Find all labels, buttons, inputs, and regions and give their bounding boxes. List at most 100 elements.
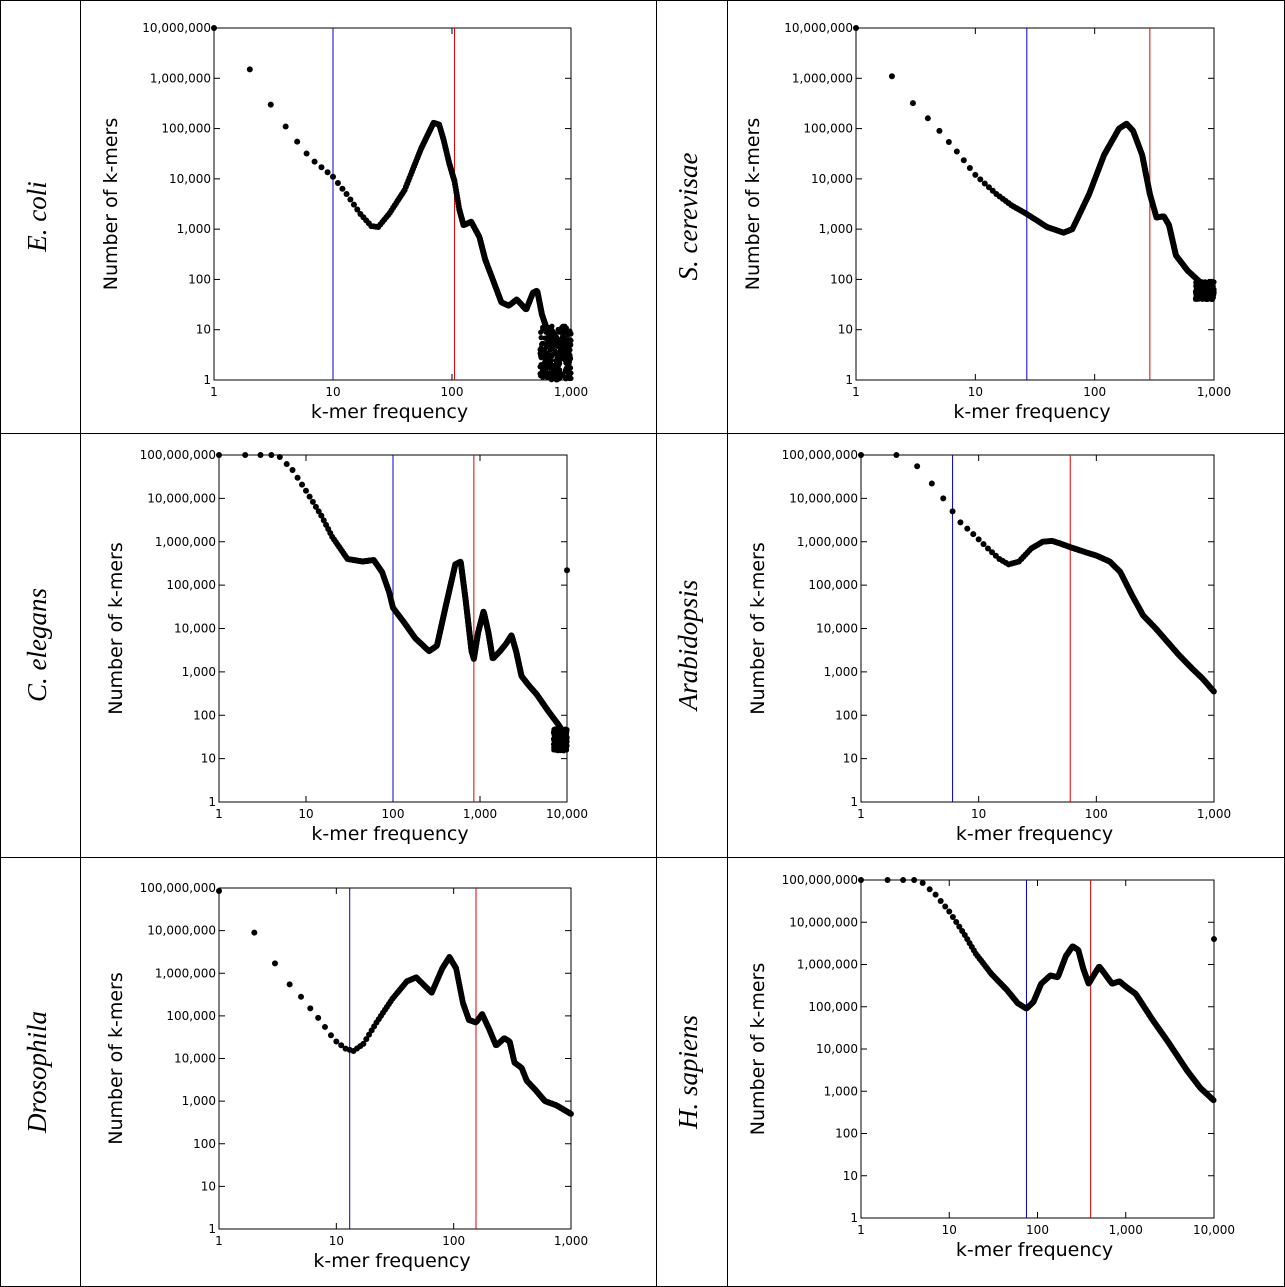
y-tick-label: 100,000,000 xyxy=(140,448,216,462)
data-point xyxy=(347,196,354,203)
data-point xyxy=(267,101,274,108)
data-point xyxy=(318,164,325,171)
x-tick-label: 10,000 xyxy=(1193,1223,1235,1237)
data-point xyxy=(953,148,960,155)
y-tick-label: 10,000,000 xyxy=(784,21,853,35)
x-tick-label: 100 xyxy=(1083,385,1106,399)
y-tick-label: 1 xyxy=(203,373,211,387)
data-point xyxy=(564,727,570,733)
x-tick-label: 1,000 xyxy=(554,385,588,399)
data-points xyxy=(858,452,1217,695)
data-point xyxy=(909,100,916,107)
data-point xyxy=(350,201,357,208)
x-tick-label: 1 xyxy=(215,807,223,821)
data-point xyxy=(980,541,987,548)
x-tick-label: 1 xyxy=(210,385,218,399)
y-tick-label: 1,000,000 xyxy=(155,535,216,549)
data-point xyxy=(932,891,939,898)
data-point xyxy=(307,1005,314,1012)
data-point xyxy=(246,66,253,73)
y-axis-label: Number of k-mers xyxy=(105,972,127,1144)
y-tick-label: 100,000 xyxy=(161,122,211,136)
x-tick-label: 10,000 xyxy=(546,807,588,821)
data-point xyxy=(282,123,289,130)
y-tick-label: 100 xyxy=(835,1127,858,1141)
y-tick-label: 100,000,000 xyxy=(140,881,216,895)
data-point xyxy=(911,877,918,883)
data-point xyxy=(271,960,278,967)
data-points xyxy=(853,25,1217,303)
chart-panel: H. sapiens 1 10 100 1,000 10,000 100,000 1,000,… xyxy=(673,873,1235,1261)
data-point xyxy=(567,347,573,353)
chart-panel: Arabidopsis 1 10 100 1,000 10,000 100,000 1,000… xyxy=(673,448,1231,845)
y-tick-label: 10 xyxy=(843,1169,858,1183)
x-tick-label: 10 xyxy=(329,1234,344,1248)
x-axis-label: k-mer frequency xyxy=(313,1250,470,1272)
data-point xyxy=(937,897,944,904)
y-tick-label: 1,000,000 xyxy=(792,71,853,85)
y-axis-label: Number of k-mers xyxy=(105,542,127,714)
y-tick-label: 100,000 xyxy=(166,578,216,592)
data-point xyxy=(251,929,258,936)
data-point xyxy=(298,993,305,1000)
x-axis-label: k-mer frequency xyxy=(311,823,468,845)
y-tick-label: 100 xyxy=(830,272,853,286)
data-point xyxy=(330,173,336,180)
data-point xyxy=(949,913,956,920)
y-axis-label: Number of k-mers xyxy=(100,118,122,290)
y-tick-label: 10,000,000 xyxy=(142,21,211,35)
species-label: Arabidopsis xyxy=(673,580,703,713)
data-point xyxy=(563,747,570,753)
data-point xyxy=(568,337,574,344)
plot-frame xyxy=(855,27,1215,381)
y-tick-label: 10 xyxy=(196,323,211,337)
x-tick-label: 1 xyxy=(852,385,860,399)
data-point xyxy=(949,508,956,515)
data-point xyxy=(557,360,563,367)
data-point xyxy=(564,743,570,749)
data-point xyxy=(564,739,570,745)
outlier-point xyxy=(1211,936,1217,943)
y-tick-label: 1,000 xyxy=(182,1094,216,1108)
data-points xyxy=(858,877,1217,1104)
y-tick-label: 1,000 xyxy=(824,665,858,679)
y-tick-label: 1 xyxy=(845,373,853,387)
data-point xyxy=(242,452,249,458)
data-point xyxy=(360,1040,367,1047)
data-point xyxy=(315,1014,322,1021)
data-point xyxy=(211,25,217,31)
data-point xyxy=(567,1110,574,1117)
x-tick-label: 10 xyxy=(971,807,986,821)
species-label: Drosophila xyxy=(22,1011,52,1134)
y-tick-label: 1 xyxy=(208,1222,216,1236)
data-point xyxy=(893,452,900,458)
data-point xyxy=(312,503,319,510)
data-point xyxy=(919,879,926,886)
data-point xyxy=(286,981,293,988)
y-tick-label: 10,000,000 xyxy=(789,915,858,929)
data-point xyxy=(334,180,341,187)
data-point xyxy=(977,176,984,183)
y-tick-label: 10,000 xyxy=(174,622,216,636)
data-points xyxy=(211,25,574,383)
y-tick-label: 1,000,000 xyxy=(797,958,858,972)
x-tick-label: 1 xyxy=(215,1234,223,1248)
data-points xyxy=(216,452,570,754)
data-point xyxy=(946,908,953,915)
y-tick-label: 10 xyxy=(201,752,216,766)
data-point xyxy=(289,467,296,474)
y-tick-label: 10,000 xyxy=(816,1042,858,1056)
data-point xyxy=(354,206,361,213)
data-point xyxy=(333,1038,340,1045)
data-point xyxy=(981,180,988,187)
data-point xyxy=(311,158,318,165)
y-tick-label: 10,000,000 xyxy=(789,491,858,505)
data-point xyxy=(339,185,346,192)
data-point xyxy=(960,157,967,164)
y-tick-label: 10 xyxy=(843,752,858,766)
data-point xyxy=(936,127,943,134)
x-tick-label: 100 xyxy=(441,385,464,399)
y-tick-label: 10,000 xyxy=(174,1052,216,1066)
data-point xyxy=(928,480,935,487)
data-points xyxy=(216,888,574,1117)
